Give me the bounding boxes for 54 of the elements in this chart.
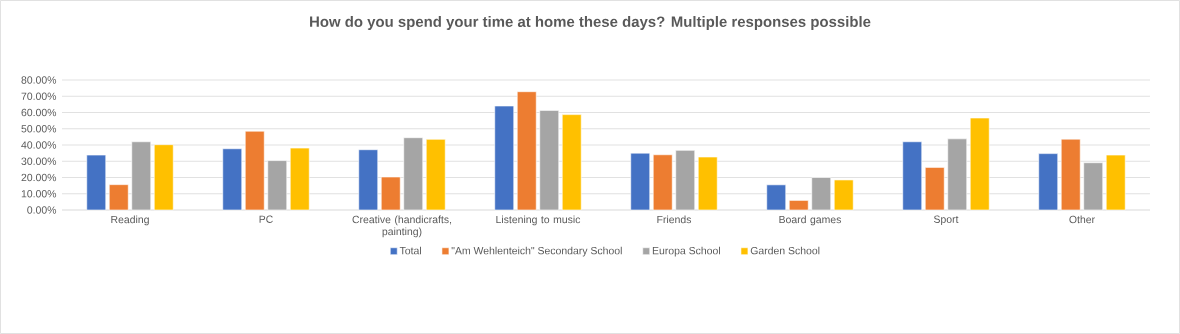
bar: [153, 144, 174, 211]
bar: [969, 117, 990, 211]
bar: [947, 138, 968, 211]
y-tick-label: 30.00%: [21, 157, 57, 165]
legend-label: Garden School: [750, 246, 820, 255]
y-tick-label: 80.00%: [21, 76, 57, 84]
y-tick-label: 70.00%: [21, 92, 57, 100]
y-tick-label: 60.00%: [21, 108, 57, 117]
bar: [788, 200, 809, 211]
legend-label: "Am Wehlenteich" Secondary School: [451, 246, 622, 257]
bar: [108, 184, 129, 211]
bar: [630, 152, 651, 211]
bar: [675, 150, 696, 211]
bar: [267, 160, 288, 211]
bar: [516, 91, 537, 211]
bar: [380, 176, 401, 211]
bar: [244, 130, 265, 211]
bar: [766, 184, 787, 211]
chart-title: How do you spend your time at home these days? Multiple responses possible: [310, 16, 871, 30]
y-tick-label: 20.00%: [21, 173, 57, 182]
x-tick-label: Other: [1069, 215, 1095, 224]
y-tick-label: 10.00%: [21, 190, 57, 198]
bar: [1105, 154, 1126, 211]
bar: [539, 110, 560, 211]
x-tick-label: Creative (handicrafts, painting): [352, 215, 452, 238]
bar: [358, 149, 379, 211]
x-tick-label: Reading: [111, 215, 149, 226]
bar: [652, 154, 673, 211]
x-tick-label: PC: [259, 215, 273, 223]
y-tick-label: 40.00%: [21, 141, 57, 149]
bar: [131, 141, 152, 211]
bar: [902, 141, 923, 211]
y-tick-label: 50.00%: [21, 125, 57, 133]
bar: [924, 167, 945, 211]
bar: [425, 139, 446, 211]
bar: [289, 147, 310, 211]
x-tick-label: Sport: [933, 215, 959, 225]
bar: [1038, 153, 1059, 211]
bar: [494, 105, 515, 211]
x-tick-label: Board games: [779, 215, 841, 226]
bar: [1083, 162, 1104, 211]
x-tick-label: Listening to music: [496, 215, 581, 226]
bar: [561, 114, 582, 211]
bar: [403, 137, 424, 211]
x-tick-label: Friends: [657, 215, 692, 224]
bar: [1060, 138, 1081, 211]
legend-label: Total: [399, 246, 421, 255]
bar: [86, 154, 107, 211]
bar: [697, 156, 718, 211]
bar: [833, 179, 854, 211]
bar: [811, 177, 832, 211]
bar: [222, 148, 243, 211]
y-tick-label: 0.00%: [27, 206, 57, 214]
legend-label: Europa School: [652, 246, 720, 257]
